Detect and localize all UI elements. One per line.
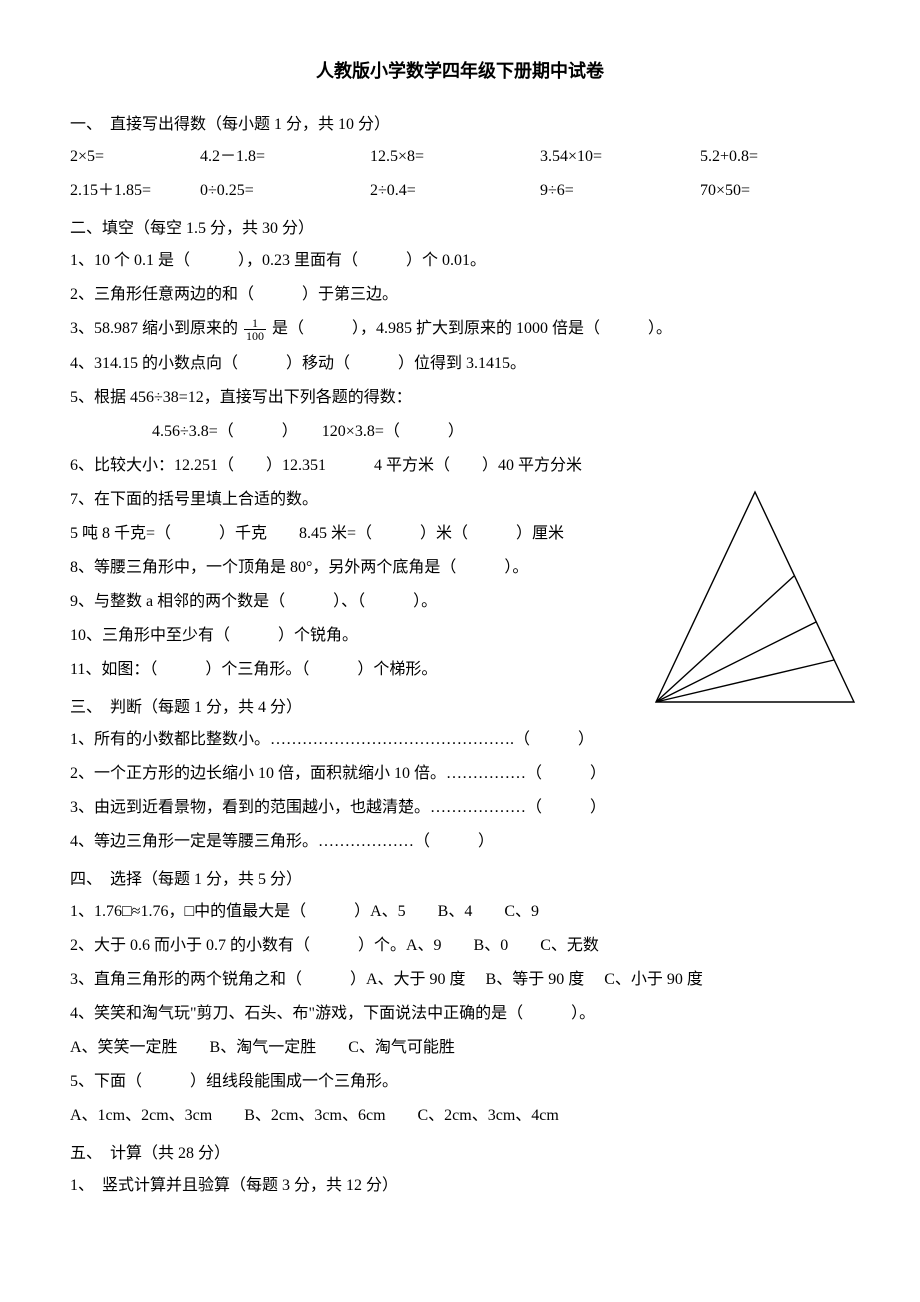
section-5-header: 五、 计算（共 28 分） — [70, 1142, 850, 1166]
section-2-header: 二、填空（每空 1.5 分，共 30 分） — [70, 217, 850, 241]
s1-row1: 2×5= 4.2－1.8= 12.5×8= 3.54×10= 5.2+0.8= — [70, 145, 850, 169]
s2-q9: 9、与整数 a 相邻的两个数是（ ）、（ ）。 — [70, 590, 850, 614]
s2-q11: 11、如图：（ ）个三角形。（ ）个梯形。 — [70, 658, 850, 682]
s4-q3: 3、直角三角形的两个锐角之和（ ）A、大于 90 度 B、等于 90 度 C、小… — [70, 968, 850, 992]
s2-q2: 2、三角形任意两边的和（ ）于第三边。 — [70, 283, 850, 307]
s1-r1-c4: 3.54×10= — [540, 145, 700, 169]
s2-q5: 5、根据 456÷38=12，直接写出下列各题的得数： — [70, 386, 850, 410]
s1-r2-c5: 70×50= — [700, 179, 820, 203]
s2-q1: 1、10 个 0.1 是（ ），0.23 里面有（ ）个 0.01。 — [70, 249, 850, 273]
s1-row2: 2.15＋1.85= 0÷0.25= 2÷0.4= 9÷6= 70×50= — [70, 179, 850, 203]
s5-q1: 1、 竖式计算并且验算（每题 3 分，共 12 分） — [70, 1174, 850, 1198]
s2-q8: 8、等腰三角形中，一个顶角是 80°，另外两个底角是（ ）。 — [70, 556, 850, 580]
s2-q4: 4、314.15 的小数点向（ ）移动（ ）位得到 3.1415。 — [70, 352, 850, 376]
s2-q7-sub: 5 吨 8 千克=（ ）千克 8.45 米=（ ）米（ ）厘米 — [70, 522, 850, 546]
s3-q1: 1、所有的小数都比整数小。……………………………………….（ ） — [70, 728, 850, 752]
s1-r1-c5: 5.2+0.8= — [700, 145, 820, 169]
s1-r2-c1: 2.15＋1.85= — [70, 179, 200, 203]
fraction-1-100: 1 100 — [244, 317, 266, 342]
s2-q10: 10、三角形中至少有（ ）个锐角。 — [70, 624, 850, 648]
s2-q3-text-a: 3、58.987 缩小到原来的 — [70, 320, 238, 337]
s1-r2-c2: 0÷0.25= — [200, 179, 370, 203]
s4-q4-opts: A、笑笑一定胜 B、淘气一定胜 C、淘气可能胜 — [70, 1036, 850, 1060]
s1-r1-c1: 2×5= — [70, 145, 200, 169]
s2-q3-text-b: 是（ ），4.985 扩大到原来的 1000 倍是（ ）。 — [272, 320, 672, 337]
exam-body: 一、 直接写出得数（每小题 1 分，共 10 分） 2×5= 4.2－1.8= … — [70, 113, 850, 1198]
s2-q5-sub: 4.56÷3.8=（ ） 120×3.8=（ ） — [70, 420, 850, 444]
exam-title: 人教版小学数学四年级下册期中试卷 — [70, 58, 850, 85]
s4-q4: 4、笑笑和淘气玩"剪刀、石头、布"游戏，下面说法中正确的是（ ）。 — [70, 1002, 850, 1026]
s4-q5: 5、下面（ ）组线段能围成一个三角形。 — [70, 1070, 850, 1094]
s4-q5-opts: A、1cm、2cm、3cm B、2cm、3cm、6cm C、2cm、3cm、4c… — [70, 1104, 850, 1128]
fraction-denominator: 100 — [244, 330, 266, 342]
s4-q1: 1、1.76□≈1.76，□中的值最大是（ ）A、5 B、4 C、9 — [70, 900, 850, 924]
s1-r2-c4: 9÷6= — [540, 179, 700, 203]
s3-q2: 2、一个正方形的边长缩小 10 倍，面积就缩小 10 倍。……………（ ） — [70, 762, 850, 786]
s1-r1-c2: 4.2－1.8= — [200, 145, 370, 169]
s4-q2: 2、大于 0.6 而小于 0.7 的小数有（ ）个。A、9 B、0 C、无数 — [70, 934, 850, 958]
section-4-header: 四、 选择（每题 1 分，共 5 分） — [70, 868, 850, 892]
s1-r2-c3: 2÷0.4= — [370, 179, 540, 203]
s2-q6: 6、比较大小：12.251（ ）12.351 4 平方米（ ）40 平方分米 — [70, 454, 850, 478]
section-1-header: 一、 直接写出得数（每小题 1 分，共 10 分） — [70, 113, 850, 137]
s1-r1-c3: 12.5×8= — [370, 145, 540, 169]
s3-q4: 4、等边三角形一定是等腰三角形。………………（ ） — [70, 830, 850, 854]
s3-q3: 3、由远到近看景物，看到的范围越小，也越清楚。………………（ ） — [70, 796, 850, 820]
s2-q3: 3、58.987 缩小到原来的 1 100 是（ ），4.985 扩大到原来的 … — [70, 317, 850, 342]
